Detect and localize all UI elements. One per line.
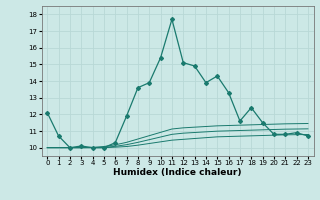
X-axis label: Humidex (Indice chaleur): Humidex (Indice chaleur) [113,168,242,177]
